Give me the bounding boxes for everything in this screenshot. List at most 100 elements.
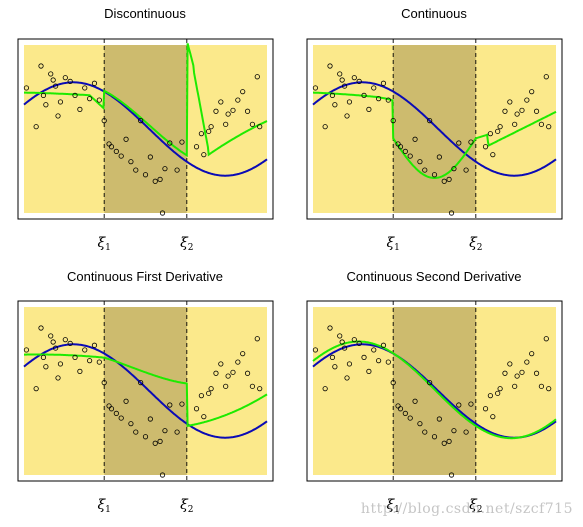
data-point — [490, 152, 496, 158]
data-point — [142, 434, 149, 440]
data-point — [62, 337, 68, 343]
data-point — [43, 364, 49, 370]
data-point — [361, 92, 367, 99]
data-point — [524, 97, 530, 103]
panel-title: Discontinuous — [104, 6, 186, 21]
data-point — [67, 340, 73, 346]
data-point — [407, 415, 413, 421]
data-point — [538, 383, 545, 389]
data-point — [441, 440, 447, 446]
data-point — [108, 144, 115, 150]
data-point — [142, 172, 149, 178]
data-point — [138, 379, 144, 386]
data-point — [174, 167, 180, 173]
data-point — [198, 131, 204, 137]
data-point — [208, 124, 214, 130]
data-point — [502, 108, 508, 114]
data-point — [230, 369, 236, 375]
data-point — [543, 74, 549, 80]
data-point — [133, 167, 139, 173]
data-point — [337, 71, 343, 77]
data-point — [390, 118, 396, 124]
data-point — [55, 375, 61, 381]
data-point — [123, 136, 129, 142]
data-point — [380, 80, 387, 86]
data-point — [218, 99, 224, 105]
data-point — [376, 96, 382, 102]
fit-curve — [24, 353, 268, 428]
data-point — [312, 347, 319, 353]
data-point — [67, 78, 73, 85]
data-point — [468, 401, 474, 407]
data-point — [519, 369, 525, 375]
data-point — [52, 83, 59, 89]
truth-curve — [23, 343, 268, 439]
data-point — [91, 342, 98, 348]
data-point — [397, 144, 404, 150]
data-point — [497, 124, 503, 130]
data-point — [422, 167, 428, 173]
data-point — [33, 124, 39, 130]
data-point — [138, 118, 144, 124]
data-point — [57, 361, 64, 367]
data-point — [254, 336, 260, 342]
data-point — [451, 428, 457, 434]
data-point — [497, 386, 503, 392]
data-point — [431, 434, 438, 440]
data-point — [77, 368, 83, 374]
data-point — [50, 77, 56, 83]
data-point — [337, 333, 343, 339]
data-point — [380, 342, 387, 348]
data-point — [128, 421, 134, 427]
data-point — [322, 386, 328, 392]
data-point — [441, 178, 447, 184]
knot-label-2: ξ2 — [180, 497, 193, 515]
data-point — [257, 124, 263, 130]
data-point — [344, 113, 350, 119]
fit-curve — [24, 43, 268, 158]
data-point — [543, 336, 549, 342]
data-point — [223, 383, 229, 389]
data-point — [167, 140, 173, 146]
data-point — [502, 370, 508, 376]
chart-panel-1: ξ1 ξ2 Discontinuous — [17, 6, 274, 253]
data-point — [157, 438, 163, 444]
data-point — [490, 414, 496, 420]
data-point — [235, 359, 241, 365]
data-point — [533, 370, 540, 376]
data-point — [152, 440, 158, 446]
data-point — [201, 414, 207, 420]
data-point — [72, 92, 78, 99]
knot-label-2: ξ2 — [469, 235, 482, 253]
data-point — [225, 111, 231, 117]
data-point — [257, 386, 263, 392]
data-point — [529, 89, 535, 95]
data-point — [240, 351, 246, 357]
data-point — [412, 398, 418, 404]
data-point — [327, 325, 333, 331]
data-point — [162, 166, 168, 172]
chart-panel-3: ξ1 ξ2 Continuous First Derivative — [17, 269, 274, 515]
data-point — [482, 406, 489, 412]
data-point — [514, 373, 520, 379]
data-point — [407, 153, 413, 159]
data-point — [193, 406, 200, 412]
data-point — [206, 390, 212, 396]
middle-region — [104, 307, 187, 475]
data-point — [101, 118, 107, 124]
data-point — [412, 136, 418, 142]
data-point — [431, 172, 438, 178]
panel-title: Continuous — [401, 6, 467, 21]
data-point — [57, 99, 64, 105]
data-point — [40, 354, 47, 360]
middle-region — [104, 45, 187, 213]
data-point — [538, 121, 545, 127]
data-point — [249, 121, 256, 127]
data-point — [152, 178, 158, 184]
data-point — [448, 472, 455, 478]
data-point — [38, 325, 44, 331]
data-point — [50, 339, 56, 345]
data-point — [87, 358, 93, 364]
panel-title: Continuous First Derivative — [67, 269, 223, 284]
data-point — [82, 347, 88, 353]
